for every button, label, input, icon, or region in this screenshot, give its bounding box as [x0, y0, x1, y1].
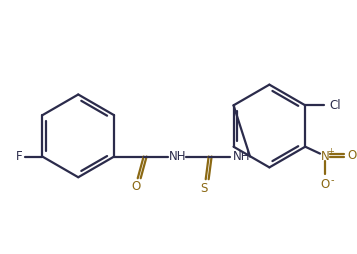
Text: +: + — [327, 147, 334, 156]
Text: O: O — [131, 180, 140, 193]
Text: N: N — [321, 150, 329, 163]
Text: S: S — [200, 182, 207, 195]
Text: NH: NH — [232, 150, 250, 163]
Text: -: - — [330, 175, 333, 185]
Text: O: O — [320, 178, 330, 191]
Text: O: O — [347, 149, 356, 162]
Text: Cl: Cl — [329, 99, 341, 112]
Text: F: F — [15, 150, 22, 163]
Text: NH: NH — [169, 150, 186, 163]
